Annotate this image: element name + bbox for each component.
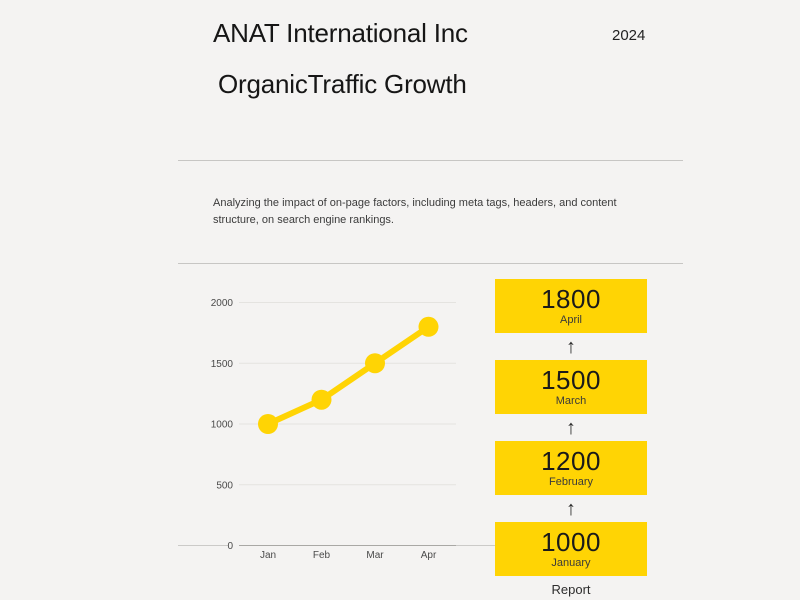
timeline-card-month: January (551, 557, 591, 569)
timeline-card-month: April (559, 314, 582, 326)
svg-text:Jan: Jan (260, 550, 276, 561)
svg-text:1000: 1000 (211, 420, 234, 431)
svg-text:Feb: Feb (313, 550, 331, 561)
timeline-card-month: February (548, 476, 594, 488)
timeline-card-value: 1500 (541, 365, 601, 395)
svg-text:Apr: Apr (421, 550, 437, 561)
up-arrow-icon: ↑ (566, 416, 576, 439)
timeline-card-february: 1200 February (495, 441, 647, 495)
svg-text:500: 500 (216, 480, 233, 491)
svg-text:Mar: Mar (366, 550, 384, 561)
timeline-card-march: 1500 March (495, 360, 647, 414)
svg-text:1500: 1500 (211, 359, 234, 370)
timeline-card-april: 1800 April (495, 279, 647, 333)
svg-text:2000: 2000 (211, 298, 234, 309)
report-label: Report (551, 582, 591, 597)
page-title: OrganicTraffic Growth (218, 69, 467, 99)
timeline-card-value: 1200 (541, 446, 601, 476)
company-name: ANAT International Inc (213, 18, 468, 48)
timeline-card-january: 1000 January (495, 522, 647, 576)
timeline-card-month: March (555, 395, 587, 407)
description-text: Analyzing the impact of on-page factors,… (213, 197, 617, 226)
up-arrow-icon: ↑ (566, 497, 576, 520)
divider-top (178, 160, 683, 161)
timeline-card-value: 1000 (541, 527, 601, 557)
divider-bottom (178, 263, 683, 264)
year-label: 2024 (612, 27, 646, 44)
up-arrow-icon: ↑ (566, 335, 576, 358)
svg-text:0: 0 (227, 541, 233, 552)
timeline-card-value: 1800 (541, 284, 601, 314)
monthly-timeline: 1800 April ↑ 1500 March ↑ 1200 February … (495, 279, 647, 597)
